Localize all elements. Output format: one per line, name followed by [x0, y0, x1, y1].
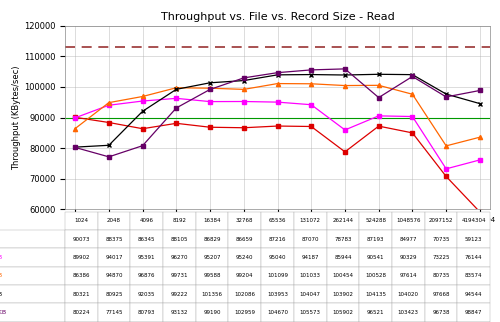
- 128 KB: [174, 96, 180, 100]
- 512 KB: [174, 87, 180, 91]
- 256 KB: [72, 127, 78, 130]
- Title: Throughput vs. File vs. Record Size - Read: Throughput vs. File vs. Record Size - Re…: [160, 12, 394, 22]
- 1024 KB: [207, 88, 213, 91]
- 64 KB: [140, 127, 145, 131]
- 512 KB: [106, 143, 112, 147]
- 64 KB: [241, 126, 247, 130]
- 128 KB: [72, 116, 78, 120]
- 512 KB: [308, 73, 314, 77]
- Line: 64 KB: 64 KB: [73, 115, 482, 214]
- 1024 KB: [342, 67, 348, 71]
- 1024 KB: [443, 95, 449, 99]
- 256 KB: [308, 82, 314, 86]
- 1024 KB: [376, 96, 382, 99]
- 128 KB: [274, 100, 280, 104]
- 512 KB: [274, 73, 280, 77]
- 256 KB: [443, 144, 449, 148]
- 512 KB: [207, 81, 213, 85]
- 128 KB: [241, 99, 247, 103]
- 64 KB: [342, 150, 348, 154]
- 128 KB: [443, 167, 449, 171]
- 1024 KB: [274, 71, 280, 75]
- 64 KB: [477, 210, 483, 214]
- 512 KB: [72, 145, 78, 149]
- 64 KB: [443, 175, 449, 178]
- 64 KB: [72, 115, 78, 119]
- 64 KB: [410, 131, 416, 135]
- 256 KB: [477, 135, 483, 139]
- 128 KB: [308, 103, 314, 107]
- 64 KB: [106, 120, 112, 124]
- 1024 KB: [477, 89, 483, 92]
- 256 KB: [410, 92, 416, 96]
- 256 KB: [342, 84, 348, 88]
- 1024 KB: [174, 106, 180, 110]
- 64 KB: [274, 124, 280, 128]
- 512 KB: [241, 79, 247, 82]
- Line: 512 KB: 512 KB: [73, 72, 482, 149]
- 512 KB: [140, 109, 145, 113]
- Y-axis label: Throughput (KBytes/sec): Throughput (KBytes/sec): [12, 65, 21, 170]
- 512 KB: [443, 92, 449, 96]
- 256 KB: [274, 82, 280, 86]
- Line: 256 KB: 256 KB: [73, 81, 482, 148]
- 64 KB: [174, 121, 180, 125]
- 512 KB: [410, 73, 416, 77]
- 64 KB: [308, 125, 314, 128]
- 128 KB: [140, 99, 145, 103]
- X-axis label: File Size (KBytes): File Size (KBytes): [236, 229, 320, 239]
- 64 KB: [207, 125, 213, 129]
- Line: 128 KB: 128 KB: [73, 96, 482, 171]
- 256 KB: [241, 88, 247, 91]
- 256 KB: [174, 86, 180, 90]
- 512 KB: [376, 72, 382, 76]
- 128 KB: [207, 100, 213, 104]
- 256 KB: [106, 101, 112, 105]
- 1024 KB: [241, 76, 247, 80]
- 1024 KB: [72, 146, 78, 149]
- 256 KB: [140, 95, 145, 99]
- 256 KB: [376, 83, 382, 87]
- Line: 1024 KB: 1024 KB: [73, 67, 482, 159]
- 128 KB: [477, 158, 483, 162]
- 128 KB: [376, 114, 382, 118]
- 128 KB: [342, 128, 348, 132]
- 128 KB: [410, 115, 416, 118]
- 512 KB: [477, 102, 483, 106]
- 64 KB: [376, 124, 382, 128]
- 1024 KB: [308, 68, 314, 72]
- 256 KB: [207, 86, 213, 90]
- 1024 KB: [410, 74, 416, 78]
- 128 KB: [106, 103, 112, 107]
- 1024 KB: [106, 155, 112, 159]
- 512 KB: [342, 73, 348, 77]
- 1024 KB: [140, 144, 145, 147]
